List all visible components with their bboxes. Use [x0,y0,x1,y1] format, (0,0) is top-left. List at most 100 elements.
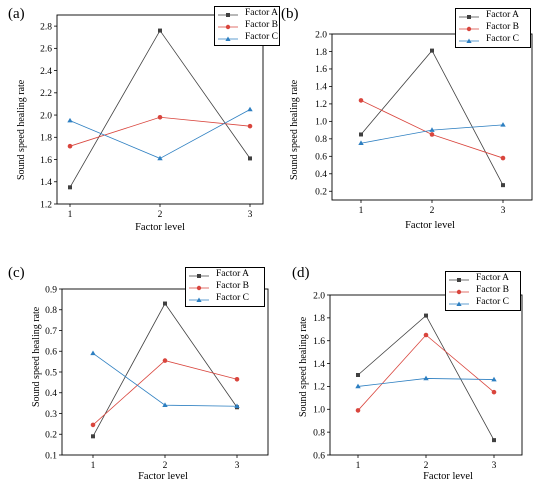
data-point [423,332,429,338]
legend-swatch [449,289,469,295]
data-point [247,106,253,112]
panel-label: (d) [292,265,310,281]
legend-label: Factor C [216,293,249,303]
data-point [158,28,162,33]
legend-entry: Factor C [186,293,264,306]
data-point [163,301,167,306]
x-tick-label: 1 [68,210,73,220]
data-point [162,402,168,407]
legend-entry: Factor B [215,20,279,33]
legend-entry: Factor A [215,8,279,21]
data-point [491,389,497,395]
y-tick-label: 0.4 [45,389,57,399]
legend-entry: Factor B [456,22,530,35]
data-point [67,143,73,149]
y-tick-label: 1.6 [40,156,52,166]
chart-c: 0.1 0.2 0.3 0.4 0.5 0.6 0.7 0.8 0.9 1 2 3 [45,285,269,471]
x-tick-label: 2 [158,210,163,220]
y-tick-label: 1.8 [40,134,52,144]
y-tick-label: 1.6 [313,337,325,347]
data-point [500,122,506,127]
y-tick-label: 0.4 [315,170,327,180]
y-tick-label: 2.2 [40,89,52,99]
legend-label: Factor C [486,34,519,44]
data-point [157,114,163,120]
data-point [247,123,253,129]
legend: Factor A Factor B Factor C [214,6,280,46]
legend-label: Factor A [486,10,519,20]
panel-a: (a) Sound speed healing rate 1.2 1.4 1.6 1.… [0,0,280,245]
data-point [355,383,361,389]
series-line [360,49,504,186]
data-point [423,375,429,381]
legend-swatch [459,15,479,19]
legend-swatch [189,285,209,291]
legend-entry: Factor B [446,285,520,298]
plot-frame [61,288,269,456]
data-point [248,156,252,161]
series-line [92,302,238,437]
y-tick-label: 2.0 [315,30,327,40]
legend-swatch [189,297,209,302]
y-tick-label: 2.0 [313,291,325,301]
panel-label: (b) [281,6,299,22]
data-point [358,140,364,146]
legend-label: Factor A [216,269,249,279]
panel-label: (c) [8,265,25,281]
y-tick-label: 0.6 [313,451,325,461]
y-tick-label: 1.4 [40,178,52,188]
chart-b: 0.2 0.4 0.6 0.8 1.0 1.2 1.4 1.6 1.8 2.0 1 2 3 [315,30,533,216]
y-tick-label: 1.0 [315,118,327,128]
y-tick-label: 0.8 [313,428,325,438]
y-tick-label: 1.8 [313,314,325,324]
x-tick-label: 1 [359,206,364,216]
x-tick-label: 2 [430,206,435,216]
data-point [359,132,363,137]
legend: Factor A Factor B Factor C [185,267,265,307]
data-point [429,127,435,132]
data-point [429,132,435,137]
series-line [69,29,251,188]
panel-b: (b) Sound speed healing rate 0.2 0.4 0.6 0.… [275,0,550,245]
series-line [92,360,238,426]
y-tick-label: 1.8 [315,48,327,58]
y-tick-label: 2.0 [40,111,52,121]
panel-label: (a) [8,6,25,22]
data-point [67,117,73,123]
legend-label: Factor C [476,297,509,307]
panel-d: (d) Sound speed healing rate 0.6 0.8 1.0 1.… [275,247,550,493]
legend-entry: Factor B [186,281,264,294]
legend-swatch [218,36,238,41]
legend-entry: Factor C [215,32,279,45]
legend-entry: Factor A [186,269,264,282]
legend-swatch [218,24,238,30]
legend-swatch [189,274,209,278]
x-tick-label: 3 [501,206,506,216]
legend-label: Factor B [216,281,249,291]
data-point [90,350,96,356]
data-point [500,155,506,161]
y-tick-label: 2.4 [40,67,52,77]
y-tick-label: 1.2 [315,100,327,110]
legend-swatch [449,301,469,306]
data-point [356,373,360,377]
x-axis-label: Factor level [423,471,473,482]
legend-label: Factor A [476,273,509,283]
series-line [357,334,495,411]
legend: Factor A Factor B Factor C [445,271,521,311]
data-point [234,403,240,409]
data-point [501,183,505,188]
data-point [162,358,168,363]
y-tick-label: 0.6 [45,348,57,358]
y-tick-label: 1.2 [313,383,325,393]
legend-entry: Factor C [446,297,520,310]
x-axis-label: Factor level [138,471,188,482]
y-tick-label: 1.4 [315,83,327,93]
legend-swatch [459,26,479,32]
chart-d: 0.6 0.8 1.0 1.2 1.4 1.6 1.8 2.0 1 2 3 [313,291,523,471]
legend-label: Factor C [245,32,278,42]
data-point [492,438,496,443]
legend-entry: Factor A [446,273,520,286]
y-tick-label: 1.0 [313,406,325,416]
y-tick-label: 0.1 [45,451,57,461]
